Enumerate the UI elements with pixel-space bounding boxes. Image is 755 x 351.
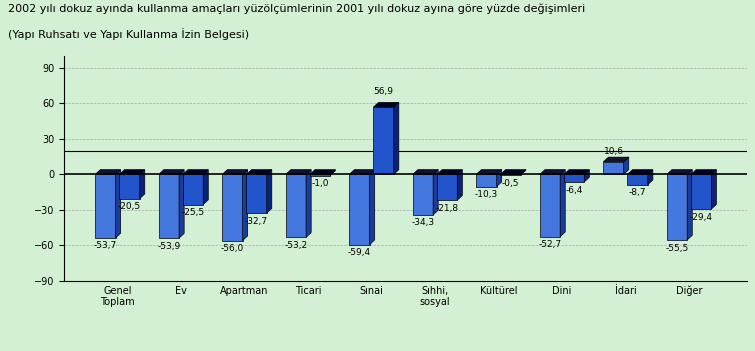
Bar — [413, 174, 433, 215]
Polygon shape — [306, 170, 311, 237]
Bar — [310, 174, 330, 176]
Polygon shape — [116, 170, 121, 238]
Text: -20,5: -20,5 — [118, 202, 141, 211]
Polygon shape — [310, 170, 335, 174]
Polygon shape — [330, 170, 335, 176]
Text: (Yapı Ruhsatı ve Yapı Kullanma İzin Belgesi): (Yapı Ruhsatı ve Yapı Kullanma İzin Belg… — [8, 28, 248, 40]
Bar — [222, 174, 242, 240]
Polygon shape — [564, 170, 590, 174]
Bar — [95, 174, 116, 238]
Text: -53,7: -53,7 — [94, 241, 117, 250]
Text: -8,7: -8,7 — [629, 188, 646, 197]
Text: 56,9: 56,9 — [374, 87, 393, 97]
Polygon shape — [437, 170, 462, 174]
Bar — [350, 174, 370, 245]
Text: -29,4: -29,4 — [689, 213, 713, 222]
Polygon shape — [624, 157, 629, 174]
Bar — [540, 174, 560, 237]
Polygon shape — [242, 170, 248, 240]
Text: -1,0: -1,0 — [311, 179, 329, 188]
Polygon shape — [286, 170, 311, 174]
Polygon shape — [267, 170, 272, 213]
Bar — [374, 107, 394, 174]
Polygon shape — [501, 170, 525, 174]
Text: -6,4: -6,4 — [565, 186, 583, 194]
Polygon shape — [159, 170, 184, 174]
Text: -21,8: -21,8 — [436, 204, 458, 213]
Polygon shape — [497, 170, 502, 187]
Text: -53,2: -53,2 — [285, 241, 307, 250]
Polygon shape — [433, 170, 438, 215]
Bar — [476, 174, 497, 187]
Polygon shape — [246, 170, 272, 174]
Polygon shape — [203, 170, 208, 205]
Polygon shape — [711, 170, 716, 209]
Polygon shape — [521, 170, 525, 175]
Bar — [119, 174, 140, 199]
Text: -55,5: -55,5 — [665, 244, 689, 253]
Polygon shape — [584, 170, 590, 182]
Polygon shape — [350, 170, 374, 174]
Bar — [286, 174, 306, 237]
Polygon shape — [627, 170, 653, 174]
Text: -25,5: -25,5 — [181, 208, 205, 217]
Bar — [437, 174, 458, 200]
Text: -56,0: -56,0 — [220, 244, 244, 253]
Polygon shape — [119, 170, 145, 174]
Polygon shape — [560, 170, 565, 237]
Text: -32,7: -32,7 — [245, 217, 268, 226]
Bar — [246, 174, 267, 213]
Polygon shape — [603, 157, 629, 162]
Polygon shape — [540, 170, 565, 174]
Bar — [627, 174, 648, 185]
Bar — [564, 174, 584, 182]
Text: -10,3: -10,3 — [475, 190, 498, 199]
Polygon shape — [222, 170, 248, 174]
Bar — [159, 174, 179, 238]
Bar — [501, 174, 521, 175]
Polygon shape — [179, 170, 184, 238]
Polygon shape — [667, 170, 692, 174]
Text: 2002 yılı dokuz ayında kullanma amaçları yüzölçümlerinin 2001 yılı dokuz ayına g: 2002 yılı dokuz ayında kullanma amaçları… — [8, 4, 585, 14]
Text: -52,7: -52,7 — [538, 240, 562, 249]
Text: -59,4: -59,4 — [348, 248, 371, 257]
Polygon shape — [476, 170, 502, 174]
Text: -0,5: -0,5 — [502, 179, 519, 187]
Bar — [183, 174, 203, 205]
Polygon shape — [458, 170, 462, 200]
Polygon shape — [183, 170, 208, 174]
Text: -53,9: -53,9 — [157, 242, 180, 251]
Polygon shape — [413, 170, 438, 174]
Bar — [603, 162, 624, 174]
Polygon shape — [687, 170, 692, 240]
Polygon shape — [140, 170, 145, 199]
Bar — [667, 174, 687, 240]
Polygon shape — [648, 170, 653, 185]
Polygon shape — [691, 170, 716, 174]
Text: -34,3: -34,3 — [411, 218, 435, 227]
Bar — [691, 174, 711, 209]
Text: 10,6: 10,6 — [603, 147, 624, 156]
Polygon shape — [374, 102, 399, 107]
Polygon shape — [95, 170, 121, 174]
Polygon shape — [370, 170, 374, 245]
Polygon shape — [394, 102, 399, 174]
